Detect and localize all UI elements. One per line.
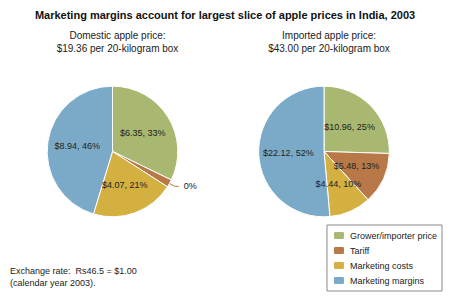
svg-text:$6.35, 33%: $6.35, 33% xyxy=(120,128,166,138)
svg-text:Domestic apple price:: Domestic apple price: xyxy=(69,30,165,41)
svg-text:$4.07, 21%: $4.07, 21% xyxy=(102,180,148,190)
svg-text:Marketing margins: Marketing margins xyxy=(350,276,425,286)
svg-text:0%: 0% xyxy=(184,181,197,191)
svg-text:$10.96, 25%: $10.96, 25% xyxy=(324,122,375,132)
svg-text:$43.00 per 20-kilogram box: $43.00 per 20-kilogram box xyxy=(268,43,390,54)
svg-text:$22.12, 52%: $22.12, 52% xyxy=(263,148,314,158)
svg-text:Grower/importer price: Grower/importer price xyxy=(350,231,437,241)
svg-text:Marketing costs: Marketing costs xyxy=(350,261,414,271)
svg-text:$4.44, 10%: $4.44, 10% xyxy=(316,179,362,189)
svg-text:(calendar year 2003).: (calendar year 2003). xyxy=(10,278,96,288)
svg-text:$19.36 per 20-kilogram box: $19.36 per 20-kilogram box xyxy=(57,43,179,54)
svg-text:Exchange rate: Rs46.5 = $1.00: Exchange rate: Rs46.5 = $1.00 xyxy=(10,266,137,276)
svg-text:$8.94, 46%: $8.94, 46% xyxy=(54,141,100,151)
svg-text:$5.48, 13%: $5.48, 13% xyxy=(334,161,380,171)
svg-text:Tariff: Tariff xyxy=(350,246,370,256)
svg-text:Marketing margins account for: Marketing margins account for largest sl… xyxy=(35,9,415,21)
svg-text:Imported apple price:: Imported apple price: xyxy=(282,30,376,41)
